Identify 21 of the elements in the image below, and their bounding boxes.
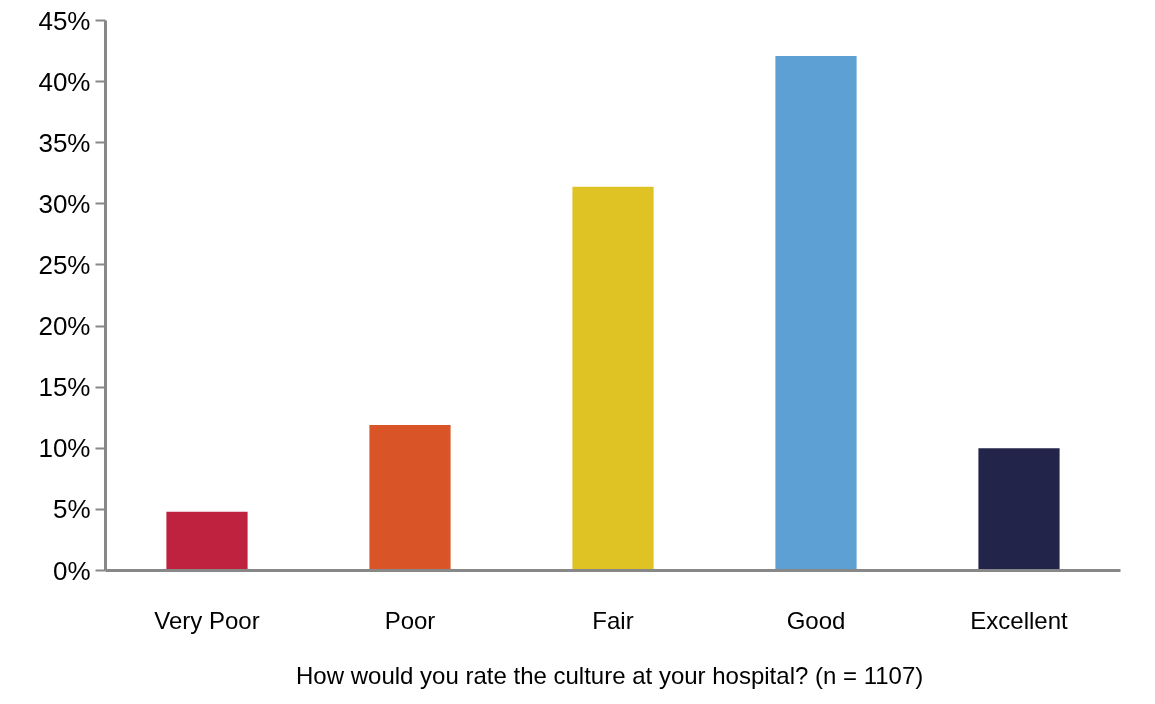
y-tick-label: 20%	[38, 311, 91, 342]
x-tick-label: Good	[786, 606, 846, 634]
y-tick-label: 45%	[38, 5, 91, 36]
x-tick-label: Fair	[592, 606, 634, 634]
bar	[978, 448, 1060, 571]
y-tick-label: 10%	[38, 433, 91, 464]
bar	[775, 55, 857, 571]
y-tick-label: 30%	[38, 188, 91, 219]
y-tick-label: 5%	[52, 494, 91, 525]
x-axis-title: How would you rate the culture at your hospital? (n = 1107)	[296, 661, 924, 689]
bar	[166, 511, 248, 571]
y-tick-label: 15%	[38, 372, 91, 403]
y-tick-label: 25%	[38, 249, 91, 280]
x-tick-label: Very Poor	[154, 606, 260, 634]
y-tick-label: 0%	[52, 555, 91, 586]
bar	[572, 186, 654, 571]
x-tick-label: Poor	[384, 606, 436, 634]
y-tick-label: 35%	[38, 127, 91, 158]
x-tick-label: Excellent	[970, 606, 1069, 634]
y-tick-label: 40%	[38, 66, 91, 97]
bar	[369, 425, 451, 571]
